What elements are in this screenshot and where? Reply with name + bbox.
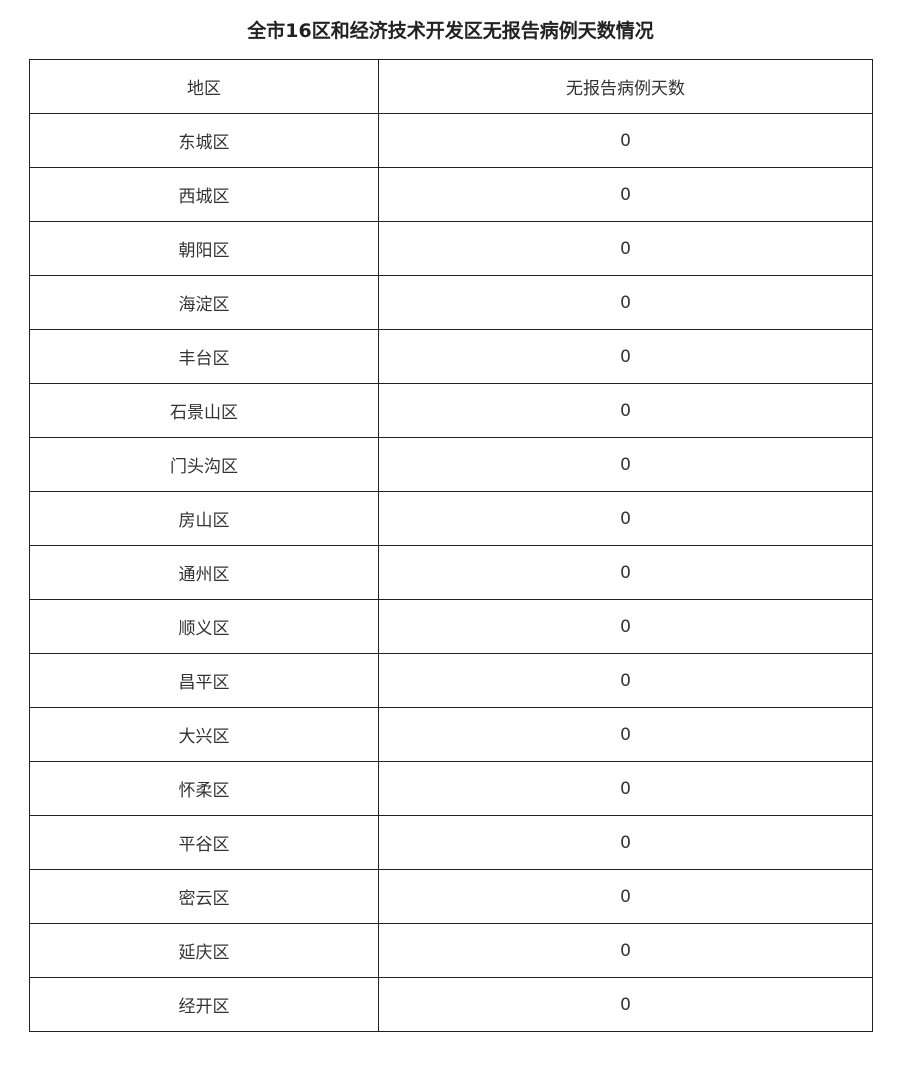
header-row: 地区 无报告病例天数 [29,59,873,114]
district-days-table: 地区 无报告病例天数 东城区 0 西城区 0 朝阳区 0 海淀区 0 丰台区 [29,59,873,1032]
days-cell: 0 [378,869,873,924]
district-cell: 怀柔区 [29,761,379,816]
table-row: 经开区 0 [29,977,873,1032]
table-row: 通州区 0 [29,545,873,600]
table-row: 房山区 0 [29,491,873,546]
table-row: 门头沟区 0 [29,437,873,492]
table-row: 怀柔区 0 [29,761,873,816]
table-row: 东城区 0 [29,113,873,168]
days-cell: 0 [378,329,873,384]
table-row: 海淀区 0 [29,275,873,330]
days-cell: 0 [378,437,873,492]
days-cell: 0 [378,275,873,330]
district-cell: 大兴区 [29,707,379,762]
table-title: 全市16区和经济技术开发区无报告病例天数情况 [247,20,654,42]
district-cell: 密云区 [29,869,379,924]
table-row: 顺义区 0 [29,599,873,654]
days-cell: 0 [378,221,873,276]
days-cell: 0 [378,167,873,222]
district-cell: 石景山区 [29,383,379,438]
district-cell: 昌平区 [29,653,379,708]
district-cell: 顺义区 [29,599,379,654]
days-cell: 0 [378,707,873,762]
district-cell: 房山区 [29,491,379,546]
table-row: 大兴区 0 [29,707,873,762]
days-cell: 0 [378,761,873,816]
district-cell: 经开区 [29,977,379,1032]
district-cell: 丰台区 [29,329,379,384]
district-cell: 朝阳区 [29,221,379,276]
days-cell: 0 [378,383,873,438]
days-cell: 0 [378,815,873,870]
header-days: 无报告病例天数 [378,59,873,114]
district-cell: 海淀区 [29,275,379,330]
days-cell: 0 [378,113,873,168]
days-cell: 0 [378,491,873,546]
district-cell: 西城区 [29,167,379,222]
table-row: 西城区 0 [29,167,873,222]
district-cell: 门头沟区 [29,437,379,492]
days-cell: 0 [378,545,873,600]
table-row: 密云区 0 [29,869,873,924]
days-cell: 0 [378,653,873,708]
table-row: 延庆区 0 [29,923,873,978]
days-cell: 0 [378,599,873,654]
header-district: 地区 [29,59,379,114]
table-row: 昌平区 0 [29,653,873,708]
district-cell: 东城区 [29,113,379,168]
district-cell: 延庆区 [29,923,379,978]
table-row: 丰台区 0 [29,329,873,384]
table-row: 平谷区 0 [29,815,873,870]
table-row: 石景山区 0 [29,383,873,438]
district-cell: 平谷区 [29,815,379,870]
table-row: 朝阳区 0 [29,221,873,276]
district-cell: 通州区 [29,545,379,600]
days-cell: 0 [378,977,873,1032]
days-cell: 0 [378,923,873,978]
